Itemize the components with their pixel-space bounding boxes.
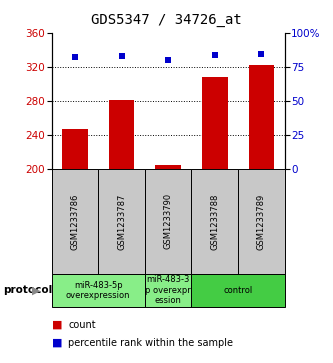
Text: GSM1233786: GSM1233786: [70, 193, 80, 250]
Text: GDS5347 / 34726_at: GDS5347 / 34726_at: [91, 13, 242, 27]
Point: [166, 57, 171, 63]
Bar: [62, 129, 88, 169]
Text: protocol: protocol: [3, 285, 53, 295]
Point: [259, 51, 264, 57]
Text: ■: ■: [52, 320, 62, 330]
Text: ▶: ▶: [32, 285, 40, 295]
Text: miR-483-3
p overexpr
ession: miR-483-3 p overexpr ession: [145, 276, 191, 305]
Text: GSM1233787: GSM1233787: [117, 193, 126, 250]
Text: miR-483-5p
overexpression: miR-483-5p overexpression: [66, 281, 131, 300]
Bar: [109, 100, 134, 169]
Text: count: count: [68, 320, 96, 330]
Bar: [202, 77, 228, 169]
Text: percentile rank within the sample: percentile rank within the sample: [68, 338, 233, 348]
Text: GSM1233789: GSM1233789: [257, 193, 266, 249]
Point: [119, 53, 124, 59]
Point: [72, 54, 78, 60]
Text: GSM1233790: GSM1233790: [164, 193, 173, 249]
Bar: [155, 164, 181, 169]
Bar: [248, 65, 274, 169]
Point: [212, 52, 217, 58]
Text: GSM1233788: GSM1233788: [210, 193, 219, 250]
Text: ■: ■: [52, 338, 62, 348]
Text: control: control: [223, 286, 253, 295]
